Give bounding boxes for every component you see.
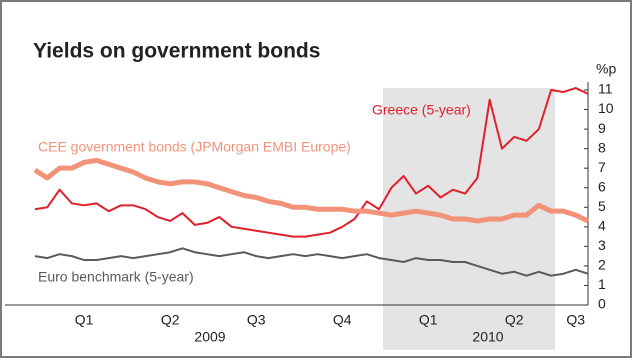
y-tick-label: 6 [598, 178, 606, 194]
series-line [34, 247, 589, 277]
series-label: CEE government bonds (JPMorgan EMBI Euro… [38, 139, 351, 155]
chart-title: Yields on government bonds [33, 40, 320, 63]
y-tick-label: 2 [598, 257, 606, 273]
series-line [33, 157, 590, 224]
y-tick-label: 10 [598, 100, 614, 116]
year-label: 2009 [194, 329, 225, 345]
series-line [34, 87, 589, 238]
x-tick-label: Q3 [566, 312, 585, 328]
y-tick-label: 1 [598, 276, 606, 292]
series-label: Greece (5-year) [372, 102, 471, 118]
y-tick-label: 0 [598, 296, 606, 312]
y-tick-label: 3 [598, 237, 606, 253]
y-tick-label: 11 [598, 81, 613, 97]
x-tick-label: Q2 [161, 312, 180, 328]
y-tick-label: 4 [598, 218, 606, 234]
y-axis-label: %p [596, 61, 616, 77]
x-tick-label: Q3 [247, 312, 266, 328]
year-label: 2010 [472, 329, 503, 345]
y-tick-label: 7 [598, 159, 606, 175]
x-tick-label: Q1 [75, 312, 94, 328]
x-tick-label: Q1 [419, 312, 438, 328]
y-tick-label: 9 [598, 120, 606, 136]
x-tick-label: Q4 [333, 312, 352, 328]
x-tick-label: Q2 [505, 312, 524, 328]
y-tick-label: 5 [598, 198, 606, 214]
y-tick-label: 8 [598, 139, 606, 155]
series-label: Euro benchmark (5-year) [38, 269, 194, 285]
